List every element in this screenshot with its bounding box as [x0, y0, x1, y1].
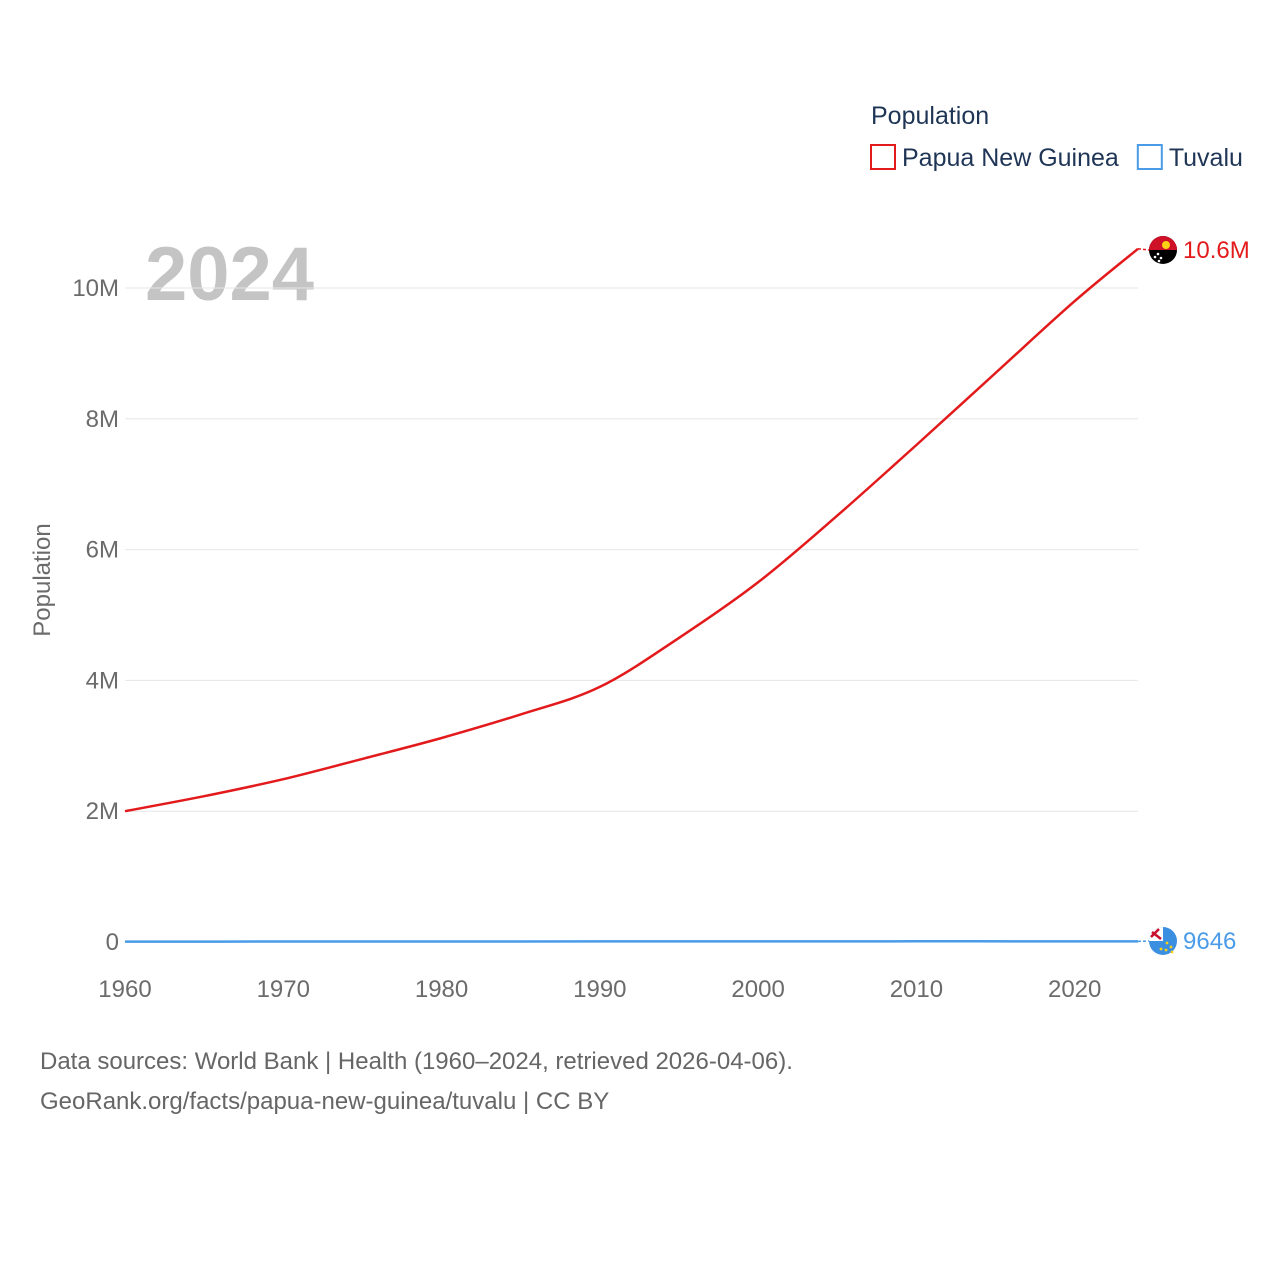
legend-item-papua-new-guinea[interactable]: Papua New Guinea [870, 144, 1119, 172]
papua-new-guinea-end-label: 10.6M [1183, 237, 1250, 264]
papua-new-guinea-flag-icon [1149, 236, 1177, 264]
series-lines [124, 247, 1139, 943]
y-tick-label: 4M [86, 667, 119, 694]
y-tick-label: 10M [72, 275, 119, 302]
tuvalu-end-label: 9646 [1183, 928, 1236, 955]
y-tick-label: 0 [106, 929, 119, 956]
y-tick-label: 6M [86, 537, 119, 564]
tuvalu-flag-icon [1149, 927, 1177, 955]
y-axis: 0 2M 4M 6M 8M 10M [72, 275, 119, 956]
y-tick-label: 2M [86, 798, 119, 825]
end-markers: 10.6M 9646 [1137, 236, 1250, 955]
y-axis-title: Population [29, 523, 56, 636]
legend-swatch [870, 144, 896, 170]
x-tick-label: 1960 [98, 976, 151, 1003]
legend-item-tuvalu[interactable]: Tuvalu [1136, 144, 1243, 172]
x-axis: 1960 1970 1980 1990 2000 2010 2020 [98, 976, 1101, 1003]
x-tick-label: 1980 [415, 976, 468, 1003]
legend-title: Population [871, 102, 989, 130]
x-tick-label: 2020 [1048, 976, 1101, 1003]
attribution-link[interactable]: GeoRank.org/facts/papua-new-guinea/tuval… [40, 1088, 610, 1115]
gridlines [125, 287, 1138, 943]
year-label: 2024 [145, 232, 314, 317]
legend: Population Papua New Guinea Tuvalu [870, 102, 1243, 172]
x-tick-label: 1990 [573, 976, 626, 1003]
legend-swatch [1136, 144, 1163, 170]
papua-new-guinea-line [124, 247, 1139, 813]
y-tick-label: 8M [86, 406, 119, 433]
legend-label: Tuvalu [1169, 144, 1243, 172]
data-source-text: Data sources: World Bank | Health (1960–… [40, 1048, 793, 1075]
footer: Data sources: World Bank | Health (1960–… [40, 1042, 793, 1122]
papua-new-guinea-leader-line [1137, 248, 1150, 251]
legend-label: Papua New Guinea [902, 144, 1119, 172]
x-tick-label: 2010 [890, 976, 943, 1003]
x-tick-label: 1970 [257, 976, 310, 1003]
x-tick-label: 2000 [731, 976, 784, 1003]
